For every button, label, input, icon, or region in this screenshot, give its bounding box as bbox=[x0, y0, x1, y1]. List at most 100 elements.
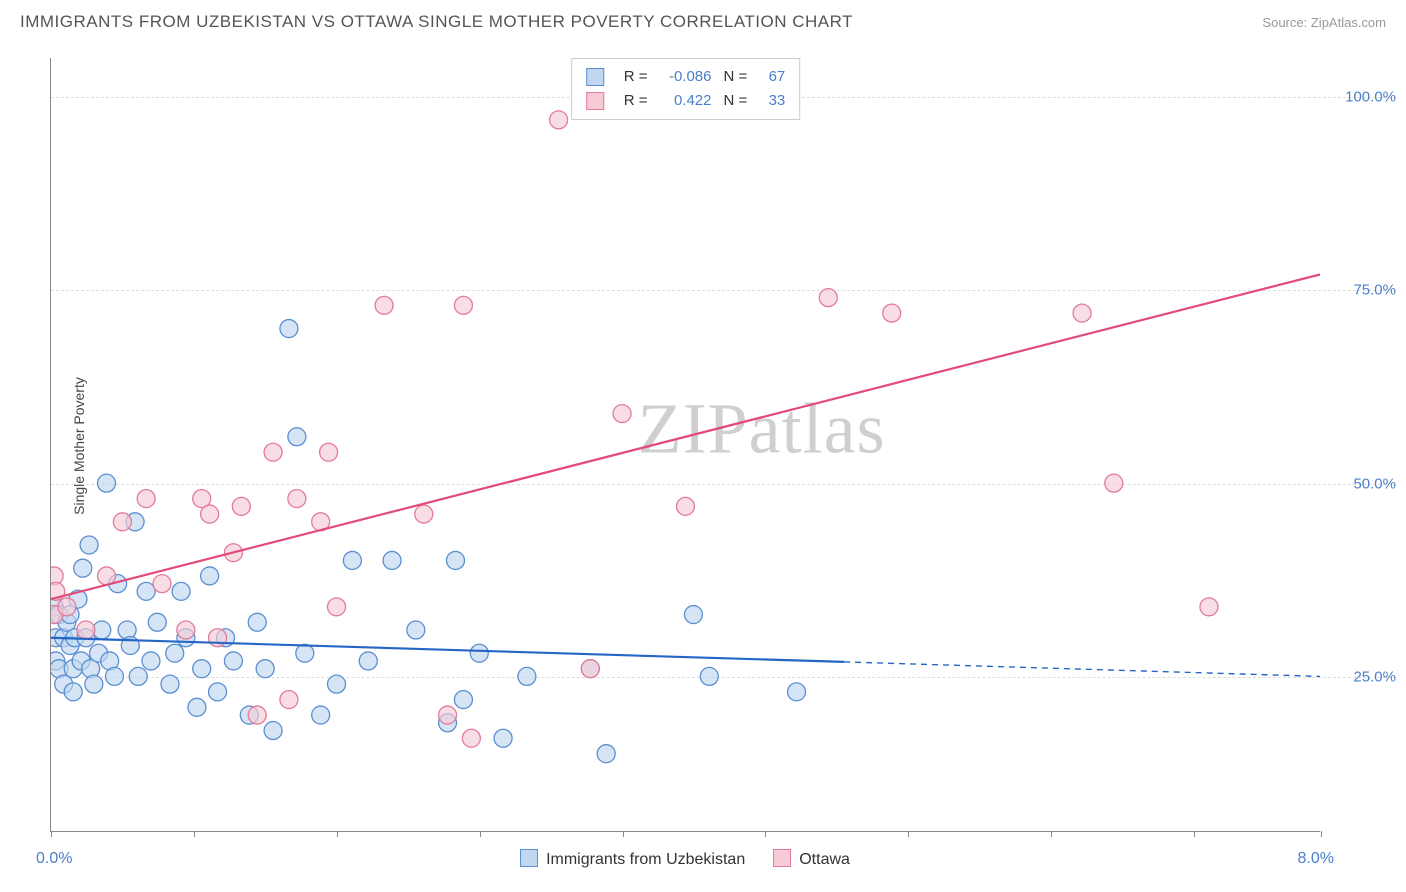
data-point bbox=[201, 567, 219, 585]
data-point bbox=[320, 443, 338, 461]
x-max-label: 8.0% bbox=[1298, 850, 1334, 868]
data-point bbox=[105, 667, 123, 685]
data-point bbox=[518, 667, 536, 685]
data-point bbox=[494, 729, 512, 747]
data-point bbox=[264, 443, 282, 461]
regression-line-extrapolated bbox=[844, 662, 1320, 676]
x-tick bbox=[623, 831, 624, 837]
x-tick bbox=[1194, 831, 1195, 837]
series-legend-item: Ottawa bbox=[773, 849, 850, 869]
data-point bbox=[383, 551, 401, 569]
chart-title: IMMIGRANTS FROM UZBEKISTAN VS OTTAWA SIN… bbox=[20, 12, 853, 32]
data-point bbox=[137, 490, 155, 508]
data-point bbox=[470, 644, 488, 662]
data-point bbox=[248, 613, 266, 631]
data-point bbox=[597, 745, 615, 763]
x-axis-row: 0.0% Immigrants from UzbekistanOttawa 8.… bbox=[50, 844, 1320, 874]
data-point bbox=[166, 644, 184, 662]
data-point bbox=[700, 667, 718, 685]
data-point bbox=[74, 559, 92, 577]
data-point bbox=[280, 691, 298, 709]
data-point bbox=[201, 505, 219, 523]
x-tick bbox=[765, 831, 766, 837]
data-point bbox=[118, 621, 136, 639]
x-tick bbox=[908, 831, 909, 837]
data-point bbox=[407, 621, 425, 639]
data-point bbox=[415, 505, 433, 523]
data-point bbox=[296, 644, 314, 662]
n-value: 67 bbox=[759, 65, 785, 89]
data-point bbox=[161, 675, 179, 693]
data-point bbox=[1073, 304, 1091, 322]
data-point bbox=[280, 320, 298, 338]
legend-swatch bbox=[586, 68, 604, 86]
data-point bbox=[64, 683, 82, 701]
x-tick bbox=[1321, 831, 1322, 837]
data-point bbox=[288, 490, 306, 508]
source-link[interactable]: ZipAtlas.com bbox=[1311, 15, 1386, 30]
data-point bbox=[375, 296, 393, 314]
data-point bbox=[58, 598, 76, 616]
plot-area: ZIPatlas R =-0.086N =67R =0.422N =33 25.… bbox=[50, 58, 1320, 832]
regression-line bbox=[51, 274, 1320, 599]
x-min-label: 0.0% bbox=[36, 850, 72, 868]
data-point bbox=[142, 652, 160, 670]
r-label: R = bbox=[624, 65, 648, 89]
data-point bbox=[177, 621, 195, 639]
r-label: R = bbox=[624, 89, 648, 113]
x-tick bbox=[337, 831, 338, 837]
data-point bbox=[788, 683, 806, 701]
series-legend-item: Immigrants from Uzbekistan bbox=[520, 849, 745, 869]
data-point bbox=[684, 606, 702, 624]
y-tick-label: 75.0% bbox=[1326, 282, 1396, 299]
data-point bbox=[288, 428, 306, 446]
data-point bbox=[80, 536, 98, 554]
plot-wrap: ZIPatlas R =-0.086N =67R =0.422N =33 25.… bbox=[50, 58, 1320, 832]
r-value: 0.422 bbox=[660, 89, 712, 113]
x-tick bbox=[51, 831, 52, 837]
data-point bbox=[113, 513, 131, 531]
data-point bbox=[550, 111, 568, 129]
data-point bbox=[137, 582, 155, 600]
legend-row: R = -0.086 N = 67 bbox=[586, 65, 786, 89]
n-label: N = bbox=[724, 89, 748, 113]
data-point bbox=[328, 598, 346, 616]
data-point bbox=[454, 296, 472, 314]
data-point bbox=[209, 683, 227, 701]
legend-swatch bbox=[773, 849, 791, 867]
data-point bbox=[98, 474, 116, 492]
data-point bbox=[439, 706, 457, 724]
data-point bbox=[343, 551, 361, 569]
data-point bbox=[819, 289, 837, 307]
scatter-plot bbox=[51, 58, 1320, 831]
data-point bbox=[312, 706, 330, 724]
data-point bbox=[77, 621, 95, 639]
data-point bbox=[462, 729, 480, 747]
x-tick bbox=[480, 831, 481, 837]
x-tick bbox=[194, 831, 195, 837]
x-tick bbox=[1051, 831, 1052, 837]
data-point bbox=[129, 667, 147, 685]
source: Source: ZipAtlas.com bbox=[1262, 15, 1386, 30]
data-point bbox=[224, 652, 242, 670]
data-point bbox=[1200, 598, 1218, 616]
data-point bbox=[232, 497, 250, 515]
data-point bbox=[256, 660, 274, 678]
series-label: Immigrants from Uzbekistan bbox=[546, 851, 745, 868]
series-legend: Immigrants from Uzbekistan Ottawa bbox=[520, 849, 850, 869]
data-point bbox=[148, 613, 166, 631]
y-tick-label: 25.0% bbox=[1326, 669, 1396, 686]
y-tick-label: 50.0% bbox=[1326, 475, 1396, 492]
data-point bbox=[85, 675, 103, 693]
y-tick-label: 100.0% bbox=[1326, 88, 1396, 105]
data-point bbox=[264, 722, 282, 740]
data-point bbox=[447, 551, 465, 569]
series-label: Ottawa bbox=[799, 851, 850, 868]
n-value: 33 bbox=[759, 89, 785, 113]
data-point bbox=[172, 582, 190, 600]
r-value: -0.086 bbox=[660, 65, 712, 89]
legend-row: R = 0.422 N = 33 bbox=[586, 89, 786, 113]
data-point bbox=[1105, 474, 1123, 492]
n-label: N = bbox=[724, 65, 748, 89]
legend-swatch bbox=[586, 92, 604, 110]
